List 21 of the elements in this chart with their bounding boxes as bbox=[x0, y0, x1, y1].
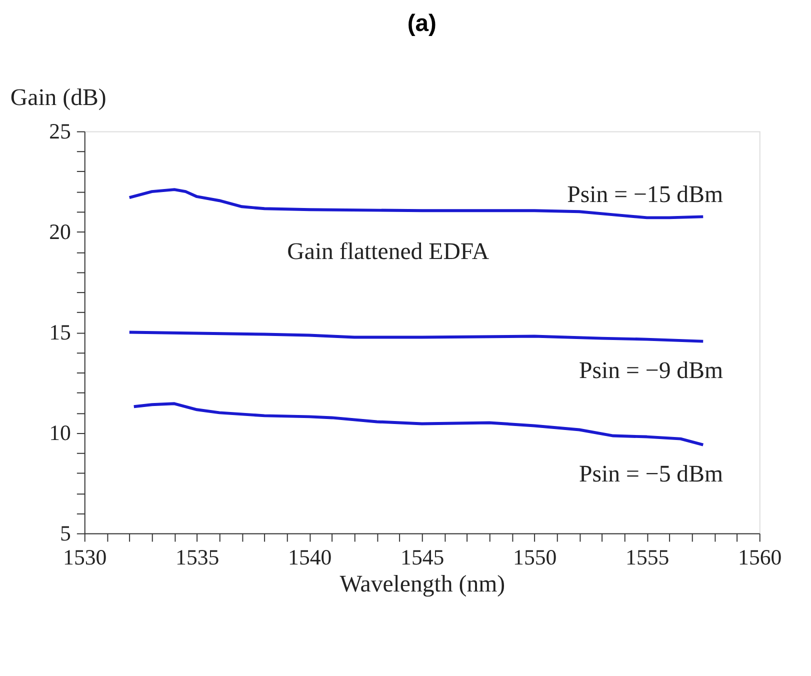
y-tick-label: 5 bbox=[60, 522, 72, 546]
x-axis-title: Wavelength (nm) bbox=[340, 571, 506, 598]
line-series bbox=[132, 402, 705, 446]
chart-title: (a) bbox=[407, 10, 436, 37]
annotation: Gain flattened EDFA bbox=[287, 238, 490, 265]
line-series bbox=[128, 330, 705, 343]
x-tick-label: 1530 bbox=[63, 546, 107, 570]
x-tick-label: 1540 bbox=[288, 546, 332, 570]
x-tick-label: 1535 bbox=[176, 546, 220, 570]
y-axis-title: Gain (dB) bbox=[10, 84, 106, 111]
y-tick-label: 20 bbox=[49, 220, 72, 244]
series-label: Psin = −5 dBm bbox=[579, 462, 724, 488]
x-tick-label: 1545 bbox=[400, 546, 444, 570]
y-tick-label: 10 bbox=[49, 421, 72, 446]
series-label: Psin = −15 dBm bbox=[567, 182, 724, 208]
x-tick-label: 1560 bbox=[738, 546, 782, 570]
y-tick-label: 15 bbox=[49, 320, 72, 345]
x-tick-label: 1555 bbox=[626, 546, 670, 570]
y-tick-label: 25 bbox=[49, 120, 72, 144]
x-tick-label: 1550 bbox=[513, 546, 557, 570]
series-label: Psin = −9 dBm bbox=[579, 358, 724, 384]
